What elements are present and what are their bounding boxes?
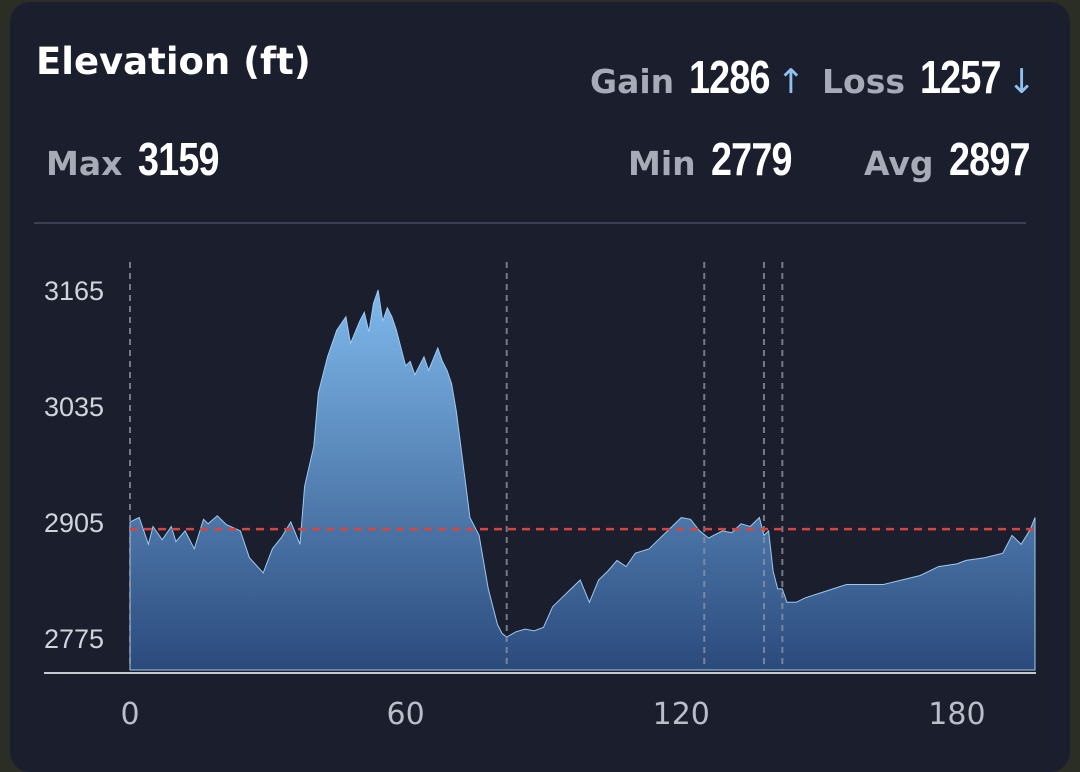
avg-stat: Avg 2897 [864,132,1047,186]
arrow-down-icon: ↓ [1007,62,1037,102]
y-tick-label: 2775 [44,624,104,654]
y-tick-label: 3035 [44,392,104,422]
gain-stat: Gain 1286 ↑ [590,50,805,104]
y-tick-label: 3165 [44,276,104,306]
x-tick-label: 0 [120,697,139,732]
x-tick-label: 180 [928,697,985,732]
gain-label: Gain [590,62,675,101]
max-label: Max [46,144,123,183]
avg-label: Avg [864,144,934,183]
min-label: Min [628,144,696,183]
loss-stat: Loss 1257 ↓ [822,50,1036,104]
chart-title: Elevation (ft) [36,40,311,83]
max-stat: Max 3159 [46,132,236,186]
y-tick-label: 2905 [44,508,104,538]
elevation-area [129,289,1036,671]
gain-value: 1286 [689,51,770,103]
loss-value: 1257 [920,51,1001,103]
loss-label: Loss [822,62,905,101]
max-value: 3159 [137,133,219,185]
x-tick-label: 60 [387,697,425,732]
arrow-up-icon: ↑ [776,62,806,102]
x-tick-label: 120 [653,697,710,732]
min-value: 2779 [710,133,792,185]
avg-value: 2897 [948,133,1030,185]
min-stat: Min 2779 [628,132,809,186]
header-divider [34,222,1026,224]
